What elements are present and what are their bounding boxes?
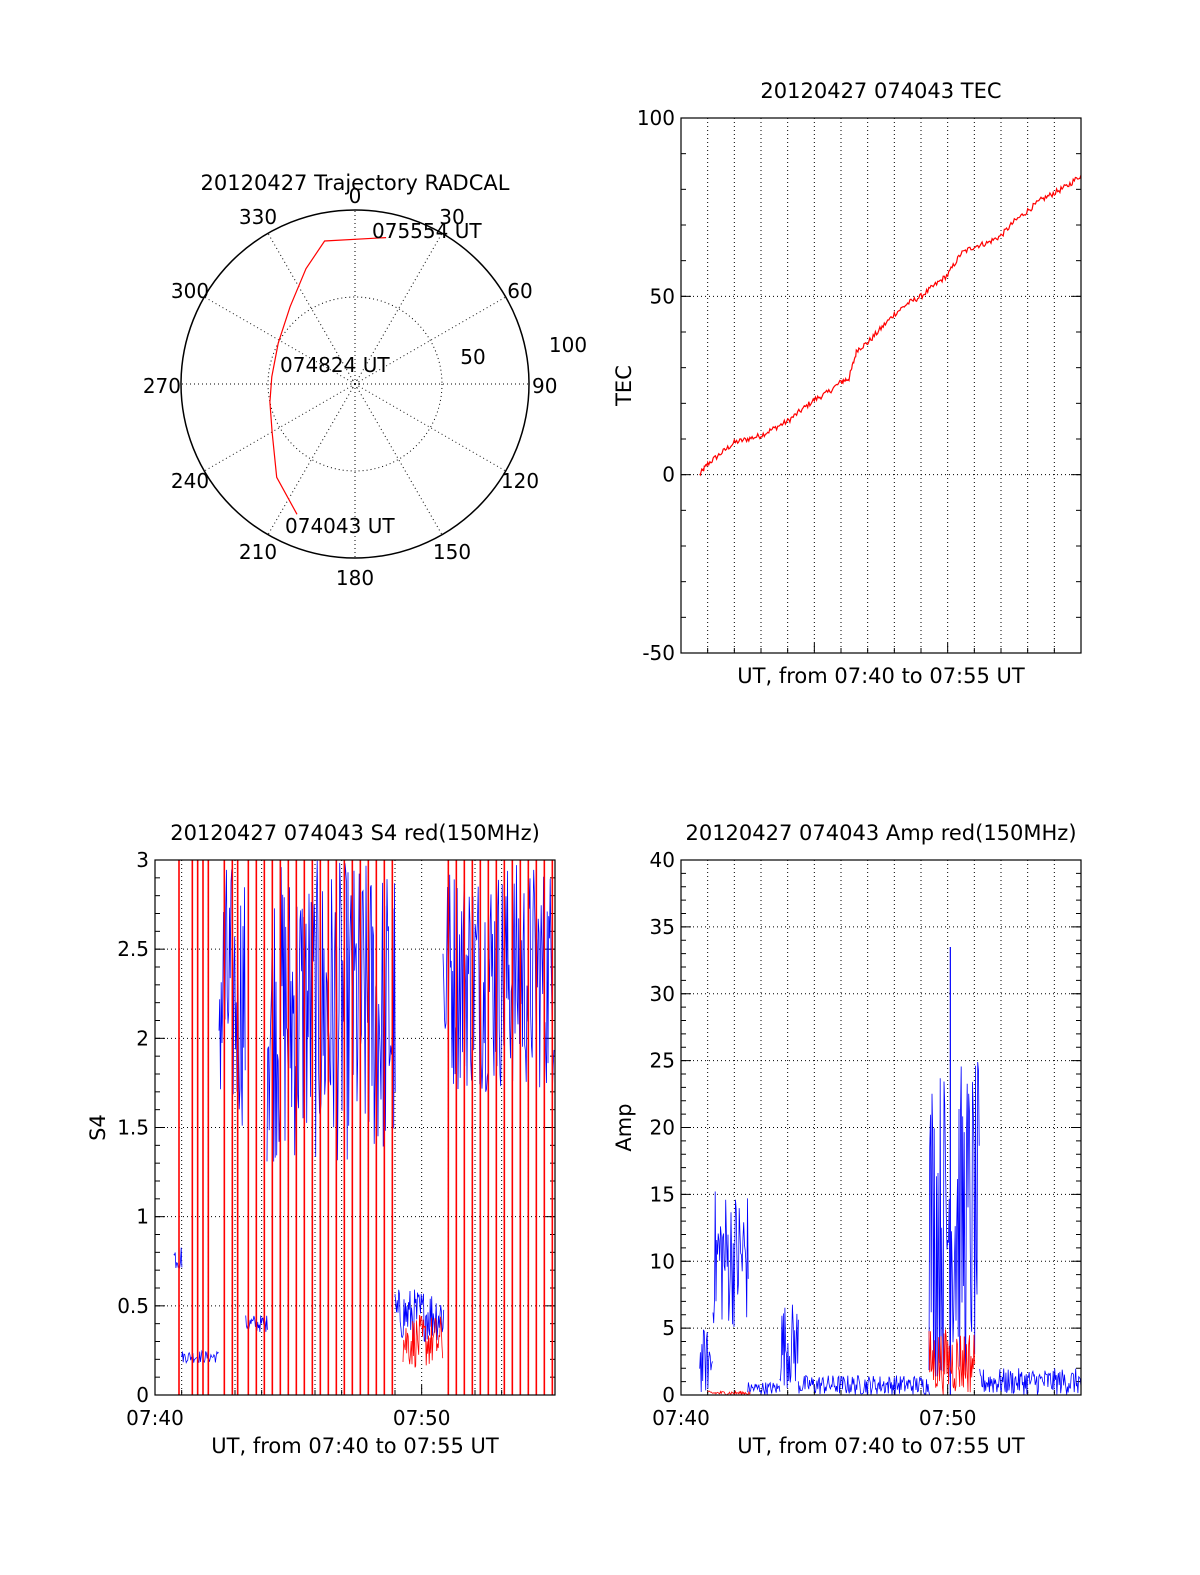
series-band-trace bbox=[928, 1329, 976, 1395]
series-band-trace bbox=[402, 1314, 444, 1368]
amp-plot-title: 20120427 074043 Amp red(150MHz) bbox=[685, 821, 1076, 845]
y-tick-label: 50 bbox=[650, 284, 675, 308]
y-tick-label: 30 bbox=[650, 982, 675, 1006]
s4-plot-y-axis-label: S4 bbox=[86, 1114, 110, 1141]
s4-plot: 20120427 074043 S4 red(150MHz) 0 0.5 1 1.5 2 2… bbox=[86, 821, 556, 1458]
polar-angle-label-240: 240 bbox=[171, 469, 209, 493]
s4-plot-title: 20120427 074043 S4 red(150MHz) bbox=[170, 821, 540, 845]
polar-angle-label-60: 60 bbox=[507, 279, 532, 303]
y-tick-label: 0 bbox=[662, 1383, 675, 1407]
polar-spoke-300 bbox=[204, 296, 356, 385]
tec-plot-y-axis-label: TEC bbox=[612, 365, 636, 407]
polar-trajectory-line bbox=[269, 237, 387, 515]
tec-plot-plot-area bbox=[699, 174, 1081, 477]
y-tick-label: 35 bbox=[650, 915, 675, 939]
polar-angle-label-90: 90 bbox=[532, 374, 557, 398]
polar-radial-label-50: 50 bbox=[460, 345, 485, 369]
y-tick-label: 15 bbox=[650, 1182, 675, 1206]
polar-angle-label-180: 180 bbox=[336, 566, 374, 590]
series-band-trace bbox=[979, 1368, 1081, 1395]
series-band-trace bbox=[928, 1061, 980, 1378]
y-tick-label: 2.5 bbox=[117, 937, 149, 961]
polar-spoke-120 bbox=[354, 383, 506, 472]
x-tick-label: 07:40 bbox=[126, 1406, 184, 1430]
amp-plot-y-axis-label: Amp bbox=[612, 1103, 636, 1151]
s4-plot-plot-area bbox=[173, 860, 555, 1395]
y-tick-label: 5 bbox=[662, 1316, 675, 1340]
x-tick-label: 07:50 bbox=[393, 1406, 451, 1430]
tec-plot-frame bbox=[680, 117, 1082, 654]
tec-plot: 20120427 074043 TEC -50 0 50 100 UT, from 07:… bbox=[612, 79, 1082, 688]
y-tick-label: 0 bbox=[662, 463, 675, 487]
polar-annotation: 074824 UT bbox=[280, 353, 390, 377]
polar-spoke-240 bbox=[204, 383, 356, 472]
polar-angle-label-0: 0 bbox=[349, 184, 362, 208]
amp-plot: 20120427 074043 Amp red(150MHz) 0 5 10 15 20 2… bbox=[612, 821, 1082, 1458]
series-band-trace bbox=[779, 1304, 799, 1389]
y-tick-label: 20 bbox=[650, 1116, 675, 1140]
x-tick-label: 07:40 bbox=[652, 1406, 710, 1430]
amp-plot-x-axis-label: UT, from 07:40 to 07:55 UT bbox=[737, 1434, 1025, 1458]
series-band-trace bbox=[699, 1329, 713, 1393]
y-tick-label: 1.5 bbox=[117, 1116, 149, 1140]
polar-radial-label-100: 100 bbox=[549, 333, 587, 357]
polar-angle-label-300: 300 bbox=[171, 279, 209, 303]
tec-plot-title: 20120427 074043 TEC bbox=[760, 79, 1001, 103]
s4-plot-x-axis-label: UT, from 07:40 to 07:55 UT bbox=[211, 1434, 499, 1458]
polar-title: 20120427 Trajectory RADCAL bbox=[201, 171, 510, 195]
y-tick-label: 40 bbox=[650, 848, 675, 872]
series-line bbox=[699, 174, 1081, 477]
y-tick-label: 25 bbox=[650, 1049, 675, 1073]
y-tick-label: 1 bbox=[136, 1205, 149, 1229]
polar-spoke-150 bbox=[354, 383, 443, 535]
polar-grid-circle-50 bbox=[267, 296, 443, 472]
series-band-trace bbox=[442, 865, 555, 1092]
polar-annotation: 075554 UT bbox=[372, 219, 482, 243]
y-tick-label: 2 bbox=[136, 1026, 149, 1050]
polar-angle-label-270: 270 bbox=[143, 374, 181, 398]
series-band-trace bbox=[712, 1191, 749, 1327]
polar-annotation: 074043 UT bbox=[285, 514, 395, 538]
polar-spoke-330 bbox=[267, 233, 356, 385]
y-tick-label: 0 bbox=[136, 1383, 149, 1407]
polar-spoke-60 bbox=[354, 296, 506, 385]
polar-outer-circle bbox=[180, 209, 530, 559]
y-tick-label: 10 bbox=[650, 1249, 675, 1273]
polar-angle-label-120: 120 bbox=[501, 469, 539, 493]
series-band-trace bbox=[181, 1349, 219, 1365]
polar-spoke-210 bbox=[267, 383, 356, 535]
amp-plot-frame bbox=[680, 859, 1082, 1396]
s4-plot-frame bbox=[154, 859, 556, 1396]
series-band-trace bbox=[173, 1247, 183, 1269]
y-tick-label: 100 bbox=[637, 106, 675, 130]
x-tick-label: 07:50 bbox=[919, 1406, 977, 1430]
series-band-trace bbox=[707, 1389, 751, 1395]
polar-spoke-30 bbox=[354, 233, 443, 385]
tec-plot-x-axis-label: UT, from 07:40 to 07:55 UT bbox=[737, 664, 1025, 688]
y-tick-label: 3 bbox=[136, 848, 149, 872]
series-band-trace bbox=[797, 1374, 930, 1395]
series-band-trace bbox=[394, 1289, 445, 1343]
polar-angle-label-330: 330 bbox=[239, 205, 277, 229]
amp-plot-plot-area bbox=[699, 946, 1081, 1395]
polar-angle-label-210: 210 bbox=[239, 540, 277, 564]
y-tick-label: 0.5 bbox=[117, 1294, 149, 1318]
y-tick-label: -50 bbox=[642, 641, 675, 665]
series-band-trace bbox=[747, 1381, 781, 1395]
polar-angle-label-150: 150 bbox=[433, 540, 471, 564]
polar-angle-label-30: 30 bbox=[439, 205, 464, 229]
